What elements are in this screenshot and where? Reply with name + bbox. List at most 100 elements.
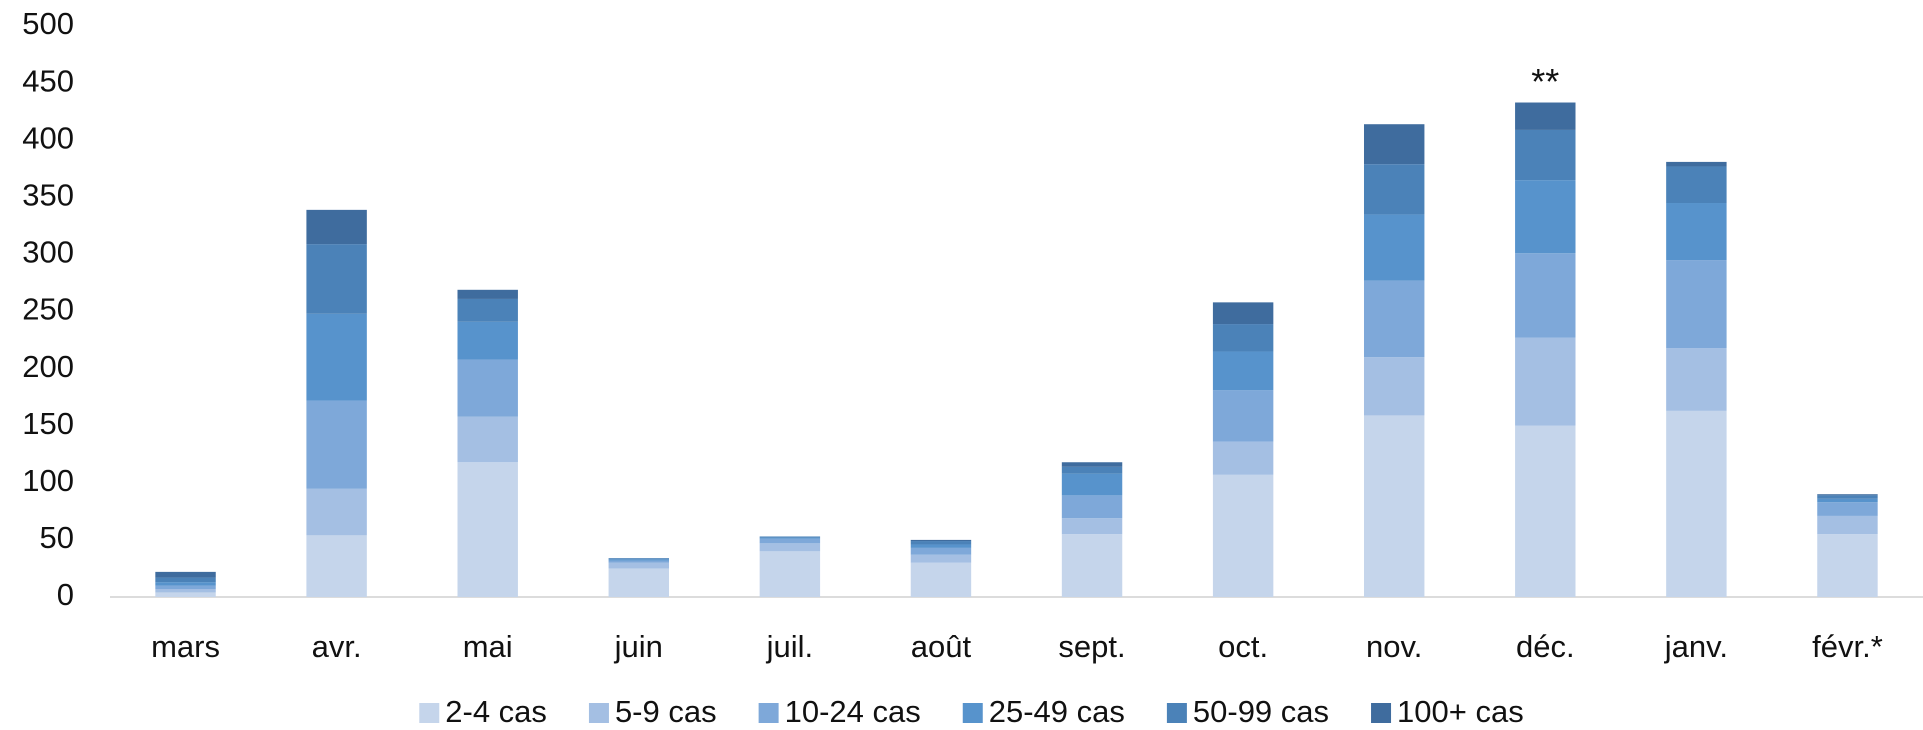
bar-segment <box>1666 260 1727 349</box>
bar-segment <box>306 400 367 489</box>
y-tick-label: 250 <box>22 292 74 327</box>
x-tick-label: févr.* <box>1812 629 1883 664</box>
bar-segment <box>759 538 821 544</box>
bar-segment <box>1666 203 1727 261</box>
legend-swatch <box>1371 703 1392 723</box>
bar-segment <box>759 537 821 539</box>
bar-segment <box>155 577 216 583</box>
bar-segment <box>306 313 367 401</box>
bar-segment <box>608 558 670 560</box>
bar-segment <box>910 539 972 542</box>
bar-segment <box>910 554 972 563</box>
bar-segment <box>1363 164 1425 215</box>
bar-segment <box>910 562 972 597</box>
bar-segment <box>910 547 972 555</box>
y-tick-label: 150 <box>22 406 74 441</box>
x-tick-label: nov. <box>1366 629 1422 664</box>
bar-segment <box>457 359 518 417</box>
bar-segment <box>1515 180 1576 254</box>
bar-segment <box>1817 494 1878 496</box>
bar-segment <box>1212 302 1274 325</box>
bar-segment <box>306 244 367 314</box>
bar-segment <box>1061 473 1123 496</box>
bar-segment <box>608 562 670 569</box>
y-tick-label: 100 <box>22 463 74 498</box>
y-tick-label: 200 <box>22 349 74 384</box>
legend-swatch <box>419 703 440 723</box>
legend-swatch <box>588 703 609 723</box>
y-tick-label: 350 <box>22 177 74 212</box>
bar-segment <box>155 592 216 597</box>
bar-segment <box>1515 129 1576 181</box>
legend-label: 5-9 cas <box>615 694 717 729</box>
bar-segment <box>910 541 972 545</box>
y-tick-label: 300 <box>22 235 74 270</box>
bar-segment <box>1061 495 1123 519</box>
bar-segment <box>1363 280 1425 358</box>
bar-segment <box>1061 462 1123 467</box>
bar-segment <box>1515 337 1576 426</box>
legend-label: 10-24 cas <box>785 694 921 729</box>
bar-segment <box>1061 534 1123 597</box>
bar-segment <box>1817 515 1878 535</box>
bar-segment <box>759 543 821 552</box>
bar-segment <box>1212 474 1274 597</box>
bar-segment <box>457 462 518 597</box>
bar-segment <box>608 568 670 597</box>
bar-segment <box>457 298 518 322</box>
bar-segment <box>1212 390 1274 442</box>
legend-swatch <box>962 703 983 723</box>
bar-segment <box>306 488 367 536</box>
bar-segment <box>1363 214 1425 281</box>
bar-segment <box>1515 102 1576 130</box>
x-tick-label: mai <box>463 629 513 664</box>
bar-segment <box>608 559 670 561</box>
legend-label: 50-99 cas <box>1193 694 1329 729</box>
x-tick-label: déc. <box>1516 629 1575 664</box>
bar-segment <box>155 589 216 593</box>
bar-segment <box>155 582 216 586</box>
bar-segment <box>306 535 367 597</box>
legend-label: 2-4 cas <box>445 694 547 729</box>
bar-segment <box>1817 502 1878 516</box>
legend-swatch <box>1166 703 1187 723</box>
x-tick-label: janv. <box>1664 629 1728 664</box>
y-tick-label: 400 <box>22 120 74 155</box>
bar-segment <box>1666 166 1727 204</box>
x-tick-label: sept. <box>1058 629 1125 664</box>
bar-segment <box>457 416 518 463</box>
bar-segment <box>1515 425 1576 597</box>
y-tick-label: 50 <box>40 520 74 555</box>
bar-segment <box>1515 253 1576 338</box>
bar-segment <box>1212 441 1274 475</box>
bar-segment <box>608 560 670 563</box>
bar-segment <box>1363 415 1425 597</box>
x-tick-label: mars <box>151 629 220 664</box>
bar-segment <box>1666 410 1727 597</box>
bar-segment <box>1817 495 1878 499</box>
x-tick-label: juil. <box>766 629 814 664</box>
bar-segment <box>457 321 518 360</box>
bar-segment <box>1363 124 1425 165</box>
bar-segment <box>155 571 216 578</box>
bar-segment <box>1212 351 1274 391</box>
y-tick-label: 0 <box>57 577 74 612</box>
bar-segment <box>910 544 972 548</box>
bar-segment <box>1817 498 1878 503</box>
legend-label: 25-49 cas <box>989 694 1125 729</box>
x-tick-label: avr. <box>312 629 362 664</box>
bar-segment <box>155 585 216 590</box>
x-tick-label: juin <box>614 629 663 664</box>
y-tick-label: 500 <box>22 6 74 41</box>
x-tick-label: août <box>911 629 972 664</box>
bar-segment <box>457 289 518 299</box>
bar-segment <box>306 209 367 245</box>
legend-swatch <box>758 703 779 723</box>
bar-segment <box>1363 357 1425 416</box>
bar-segment <box>1061 518 1123 535</box>
legend-label: 100+ cas <box>1397 694 1524 729</box>
bar-segment <box>759 536 821 538</box>
bar-segment <box>759 551 821 597</box>
